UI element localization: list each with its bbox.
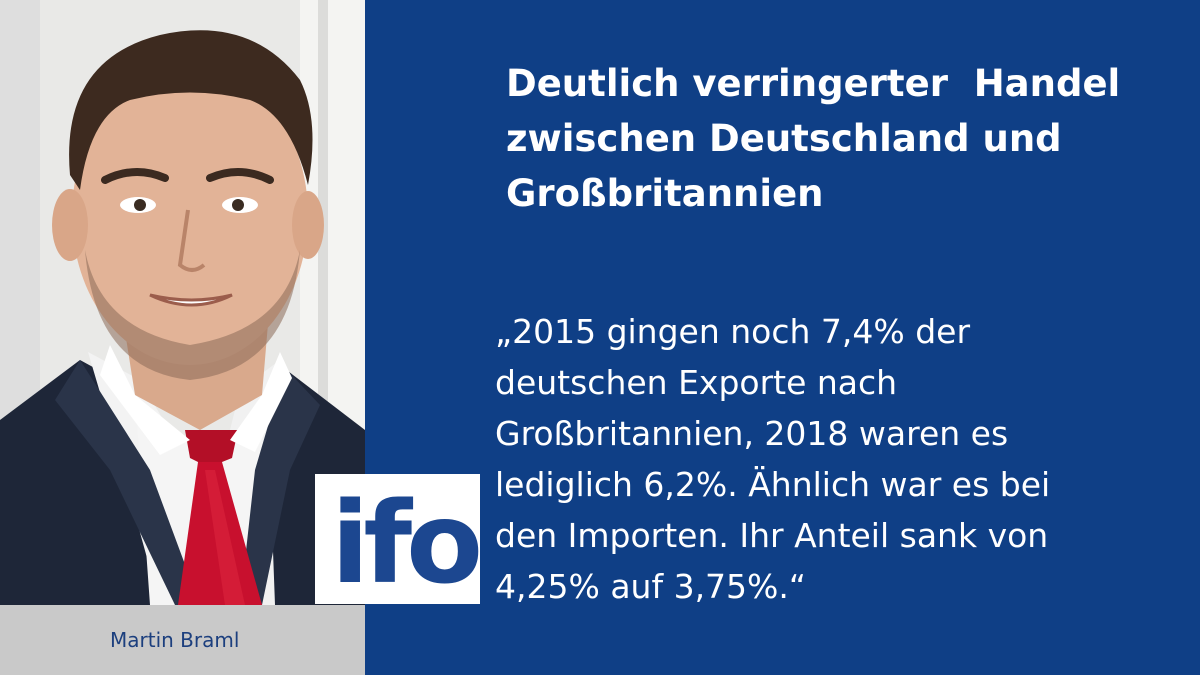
quote-line-3: Großbritannien, 2018 waren es (495, 414, 1009, 453)
person-name: Martin Braml (110, 628, 240, 652)
quote-line-6: 4,25% auf 3,75%.“ (495, 567, 806, 606)
headline-line-1: Deutlich verringerter Handel (506, 62, 1121, 105)
headline: Deutlich verringerter Handel zwischen De… (506, 56, 1186, 221)
ifo-logo: ifo (315, 474, 485, 609)
headline-line-3: Großbritannien (506, 172, 824, 215)
portrait-illustration (0, 0, 365, 605)
quote-line-1: „2015 gingen noch 7,4% der (495, 312, 971, 351)
headline-line-2: zwischen Deutschland und (506, 117, 1062, 160)
ifo-logo-mark: ifo (331, 479, 485, 609)
quote: „2015 gingen noch 7,4% der deutschen Exp… (495, 306, 1185, 612)
quote-line-2: deutschen Exporte nach (495, 363, 898, 402)
quote-line-4: lediglich 6,2%. Ähnlich war es bei (495, 465, 1051, 504)
portrait-photo (0, 0, 365, 605)
quote-line-5: den Importen. Ihr Anteil sank von (495, 516, 1049, 555)
name-bar (0, 605, 365, 675)
ifo-logo-text: ifo (331, 479, 479, 604)
